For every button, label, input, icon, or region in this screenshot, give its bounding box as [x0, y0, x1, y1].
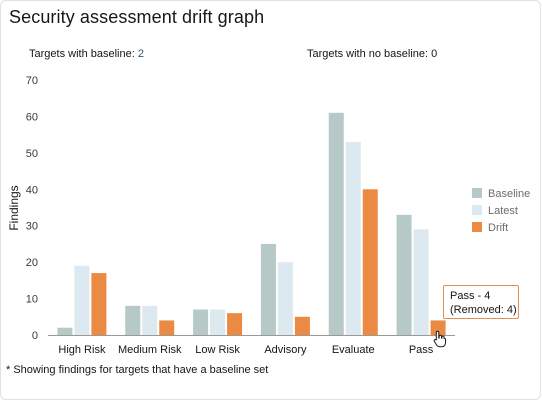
bar-latest: [413, 229, 429, 335]
bar-latest: [74, 265, 90, 335]
legend-label-latest: Latest: [488, 205, 518, 217]
y-tick-label: 20: [26, 257, 38, 269]
tooltip-removed: (Removed: 4): [450, 304, 517, 316]
bar-drift: [159, 320, 175, 335]
bar-baseline: [260, 243, 276, 335]
legend-swatch-latest: [472, 205, 482, 215]
x-tick-label: Low Risk: [195, 344, 240, 356]
footnote: * Showing findings for targets that have…: [6, 364, 269, 376]
targets-no-baseline-value: 0: [431, 48, 438, 60]
y-tick-label: 50: [26, 148, 38, 160]
y-axis-title: Findings: [7, 185, 21, 230]
bar-baseline: [193, 309, 209, 335]
x-tick-label: Evaluate: [332, 344, 375, 356]
y-tick-label: 60: [26, 111, 38, 123]
targets-with-baseline-value: 2: [137, 48, 144, 60]
legend-swatch-drift: [472, 222, 482, 232]
targets-with-baseline-summary: Targets with baseline: 2: [29, 48, 144, 60]
bar-drift: [91, 273, 107, 335]
hand-cursor-icon: [433, 330, 446, 348]
bar-baseline: [125, 305, 141, 335]
targets-no-baseline-label: Targets with no baseline:: [307, 48, 429, 60]
bar-latest: [345, 141, 361, 335]
x-tick-label: Medium Risk: [118, 344, 182, 356]
bar-latest: [277, 262, 293, 335]
bar-baseline: [396, 214, 412, 335]
bar-tooltip: Pass - 4 (Removed: 4): [443, 285, 519, 319]
y-tick-label: 10: [26, 294, 38, 306]
bar-drift: [294, 316, 310, 335]
legend-swatch-baseline: [472, 188, 482, 198]
legend-label-baseline: Baseline: [488, 188, 530, 200]
bar-latest: [210, 309, 226, 335]
y-tick-label: 0: [32, 330, 38, 342]
y-tick-label: 70: [26, 75, 38, 87]
targets-with-baseline-label: Targets with baseline:: [29, 48, 135, 60]
bar-baseline: [328, 112, 344, 336]
bar-latest: [142, 305, 158, 335]
bar-baseline: [57, 327, 73, 335]
legend-label-drift: Drift: [488, 222, 508, 234]
x-tick-label: Advisory: [264, 344, 307, 356]
page-title: Security assessment drift graph: [9, 7, 265, 27]
bar-drift: [430, 320, 446, 335]
tooltip-value: Pass - 4: [450, 290, 491, 302]
targets-no-baseline-summary: Targets with no baseline: 0: [307, 48, 437, 60]
x-tick-label: High Risk: [58, 344, 106, 356]
x-tick-label: Pass: [409, 344, 434, 356]
bar-drift: [227, 313, 243, 335]
y-tick-label: 30: [26, 221, 38, 233]
y-tick-label: 40: [26, 184, 38, 196]
bar-drift: [362, 189, 378, 335]
